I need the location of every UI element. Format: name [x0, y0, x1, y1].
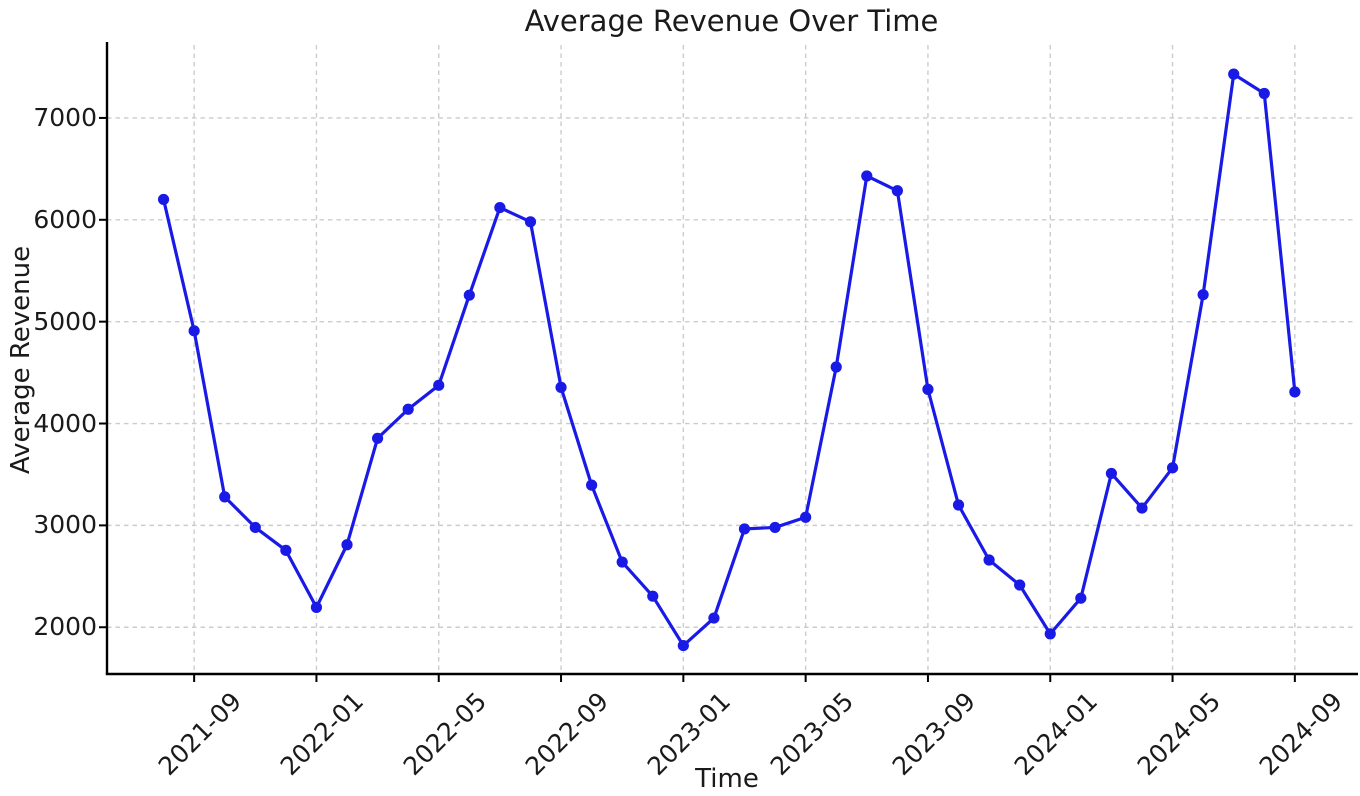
- data-point-2023-11: [983, 554, 995, 566]
- y-tick-label: 4000: [33, 408, 97, 438]
- data-point-2021-08: [157, 193, 170, 206]
- chart-title: Average Revenue Over Time: [524, 4, 939, 38]
- data-point-2024-05: [1166, 462, 1179, 474]
- data-point-2024-07: [1228, 68, 1240, 80]
- data-point-2022-03: [371, 432, 384, 444]
- data-point-2023-02: [708, 612, 720, 624]
- y-tick-label: 5000: [33, 306, 97, 336]
- data-point-2022-06: [463, 289, 475, 301]
- data-point-2024-06: [1197, 289, 1209, 301]
- data-point-2022-09: [555, 381, 567, 393]
- data-point-2024-02: [1075, 592, 1087, 604]
- data-point-2022-07: [494, 201, 506, 214]
- revenue-line: [161, 72, 1297, 648]
- y-tick-label: 3000: [33, 510, 97, 540]
- data-point-2022-08: [524, 216, 537, 228]
- y-tick-label: 2000: [33, 612, 97, 642]
- data-point-2022-04: [402, 403, 414, 415]
- data-point-2021-11: [249, 521, 261, 534]
- data-point-2023-08: [891, 185, 903, 197]
- data-point-2022-02: [341, 539, 353, 551]
- data-point-2023-01: [677, 639, 689, 652]
- data-point-2022-01: [310, 601, 323, 613]
- data-point-2022-12: [647, 590, 659, 602]
- data-point-2023-09: [922, 383, 934, 395]
- data-point-2023-10: [952, 499, 965, 511]
- data-point-2023-04: [769, 521, 781, 534]
- y-tick-label: 7000: [33, 102, 97, 132]
- data-point-2024-04: [1136, 502, 1148, 514]
- data-point-2021-12: [280, 544, 292, 556]
- data-point-2022-05: [433, 379, 445, 391]
- data-point-2022-10: [586, 479, 598, 491]
- data-point-2024-08: [1258, 87, 1270, 100]
- data-point-2021-10: [219, 491, 231, 503]
- data-point-2023-03: [738, 523, 751, 535]
- data-point-2023-05: [800, 511, 812, 523]
- data-point-2022-11: [616, 556, 628, 568]
- data-point-2023-06: [830, 361, 842, 373]
- data-point-2024-09: [1289, 386, 1301, 398]
- data-point-2024-03: [1105, 467, 1117, 480]
- y-tick-label: 6000: [33, 204, 97, 234]
- x-axis-label: Time: [695, 764, 759, 794]
- data-point-2024-01: [1044, 628, 1056, 640]
- data-point-2023-12: [1014, 579, 1026, 591]
- data-point-2023-07: [861, 170, 873, 182]
- data-point-2021-09: [188, 325, 200, 337]
